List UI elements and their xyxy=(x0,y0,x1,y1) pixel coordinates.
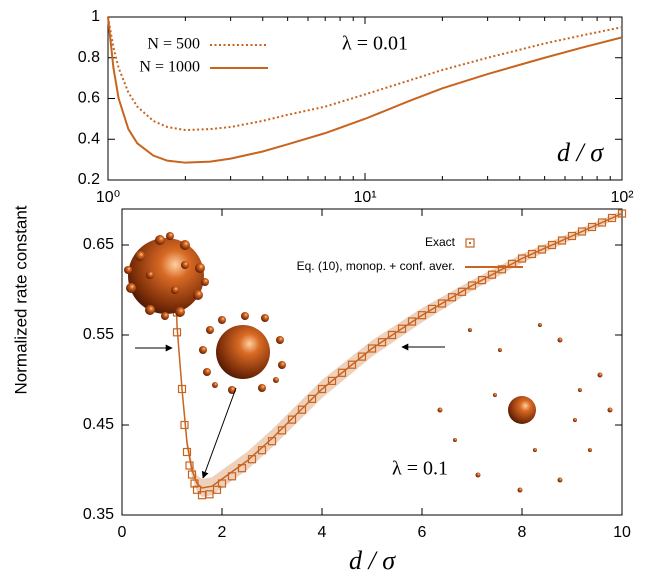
y-tick-label: 0.35 xyxy=(83,506,114,523)
data-point xyxy=(205,490,214,499)
data-point xyxy=(527,249,537,259)
data-point xyxy=(457,287,467,296)
legend-marker xyxy=(465,238,475,248)
y-tick-label: 1 xyxy=(91,8,100,25)
illustrations xyxy=(124,232,613,493)
data-point xyxy=(567,231,577,241)
data-point xyxy=(192,485,202,494)
data-line xyxy=(175,212,623,489)
data-point xyxy=(277,426,287,435)
data-point xyxy=(467,281,477,290)
x-tick-label: 2 xyxy=(218,524,227,541)
data-point xyxy=(367,344,377,353)
legend-label: N = 1000 xyxy=(139,59,200,76)
data-point xyxy=(212,485,222,494)
data-point xyxy=(547,240,557,250)
data-point xyxy=(577,227,587,236)
x-tick-label: 10 xyxy=(613,524,631,541)
data-point xyxy=(387,330,397,340)
data-point xyxy=(427,304,437,313)
x-tick-label: 8 xyxy=(518,524,527,541)
data-point xyxy=(597,218,607,227)
legend-label: Eq. (10), monop. + conf. aver. xyxy=(297,259,455,273)
data-point xyxy=(617,209,627,218)
data-point xyxy=(537,245,547,254)
legend-marker-dot xyxy=(469,242,471,244)
y-tick-label: 0.65 xyxy=(83,236,114,253)
data-point xyxy=(397,324,407,333)
legend-label: N = 500 xyxy=(147,36,200,53)
data-point xyxy=(185,461,194,470)
data-point xyxy=(357,352,367,361)
data-point xyxy=(477,276,487,285)
data-point xyxy=(307,394,317,403)
uncertainty-band xyxy=(176,210,622,498)
data-point xyxy=(337,368,347,377)
y-tick-label: 0.8 xyxy=(78,49,100,66)
data-point xyxy=(182,447,192,457)
y-tick-label: 0.45 xyxy=(83,416,114,433)
data-point xyxy=(217,479,227,488)
y-tick-label: 0.55 xyxy=(83,326,114,343)
data-point xyxy=(447,293,457,302)
legend-label: Exact xyxy=(425,235,456,249)
data-point xyxy=(497,265,507,274)
data-point xyxy=(317,384,327,394)
x-tick-label: 10² xyxy=(610,189,634,206)
x-tick-label: 10¹ xyxy=(353,189,376,206)
y-tick-label: 0.4 xyxy=(78,130,100,147)
data-line xyxy=(107,16,623,164)
data-point xyxy=(347,360,357,369)
x-axis-label: d / σ xyxy=(349,546,396,575)
x-tick-label: 4 xyxy=(318,524,327,541)
data-point xyxy=(587,222,597,232)
annotation: d / σ xyxy=(557,138,604,167)
y-tick-label: 0.6 xyxy=(78,90,100,107)
x-tick-label: 6 xyxy=(418,524,427,541)
data-point xyxy=(557,236,567,245)
y-tick-label: 0.2 xyxy=(78,171,100,188)
data-point xyxy=(327,376,337,385)
plot-frame xyxy=(121,208,623,516)
annotation: λ = 0.01 xyxy=(342,33,408,55)
x-tick-label: 10⁰ xyxy=(96,189,120,206)
data-point xyxy=(297,405,307,414)
data-point xyxy=(517,254,527,263)
data-point xyxy=(407,317,417,326)
x-tick-label: 0 xyxy=(118,524,127,541)
data-point xyxy=(437,299,447,308)
data-point xyxy=(227,472,237,481)
data-point xyxy=(377,338,387,347)
data-point xyxy=(487,270,497,279)
data-line xyxy=(107,16,623,132)
annotation: λ = 0.1 xyxy=(392,458,448,480)
data-point xyxy=(607,213,617,223)
data-point xyxy=(287,415,297,424)
data-point xyxy=(417,311,427,320)
y-axis-label: Normalized rate constant xyxy=(11,205,30,394)
